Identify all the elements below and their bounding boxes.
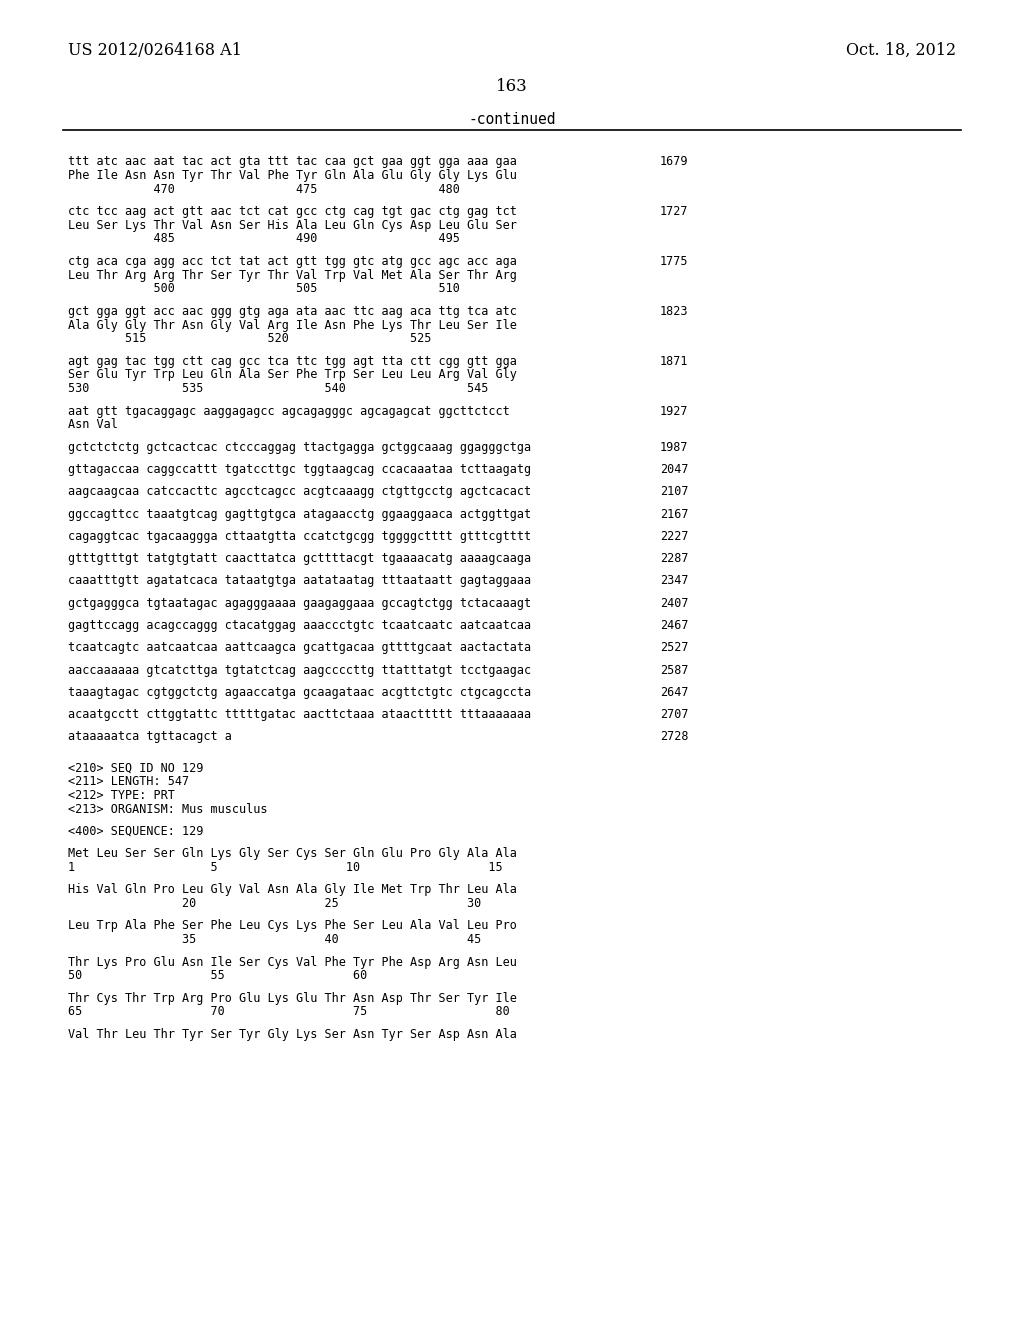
- Text: taaagtagac cgtggctctg agaaccatga gcaagataac acgttctgtc ctgcagccta: taaagtagac cgtggctctg agaaccatga gcaagat…: [68, 686, 531, 698]
- Text: 2527: 2527: [660, 642, 688, 655]
- Text: 485                 490                 495: 485 490 495: [68, 232, 460, 246]
- Text: <213> ORGANISM: Mus musculus: <213> ORGANISM: Mus musculus: [68, 803, 267, 816]
- Text: Phe Ile Asn Asn Tyr Thr Val Phe Tyr Gln Ala Glu Gly Gly Lys Glu: Phe Ile Asn Asn Tyr Thr Val Phe Tyr Gln …: [68, 169, 517, 182]
- Text: caaatttgtt agatatcaca tataatgtga aatataatag tttaataatt gagtaggaaa: caaatttgtt agatatcaca tataatgtga aatataa…: [68, 574, 531, 587]
- Text: Asn Val: Asn Val: [68, 418, 118, 432]
- Text: 1727: 1727: [660, 205, 688, 218]
- Text: Met Leu Ser Ser Gln Lys Gly Ser Cys Ser Gln Glu Pro Gly Ala Ala: Met Leu Ser Ser Gln Lys Gly Ser Cys Ser …: [68, 847, 517, 861]
- Text: 2167: 2167: [660, 507, 688, 520]
- Text: 2647: 2647: [660, 686, 688, 698]
- Text: 530             535                 540                 545: 530 535 540 545: [68, 383, 488, 395]
- Text: gttagaccaa caggccattt tgatccttgc tggtaagcag ccacaaataa tcttaagatg: gttagaccaa caggccattt tgatccttgc tggtaag…: [68, 463, 531, 477]
- Text: gctgagggca tgtaatagac agagggaaaa gaagaggaaa gccagtctgg tctacaaagt: gctgagggca tgtaatagac agagggaaaa gaagagg…: [68, 597, 531, 610]
- Text: 2587: 2587: [660, 664, 688, 677]
- Text: ctg aca cga agg acc tct tat act gtt tgg gtc atg gcc agc acc aga: ctg aca cga agg acc tct tat act gtt tgg …: [68, 255, 517, 268]
- Text: 1679: 1679: [660, 154, 688, 168]
- Text: gtttgtttgt tatgtgtatt caacttatca gcttttacgt tgaaaacatg aaaagcaaga: gtttgtttgt tatgtgtatt caacttatca gctttta…: [68, 552, 531, 565]
- Text: Oct. 18, 2012: Oct. 18, 2012: [846, 42, 956, 59]
- Text: 515                 520                 525: 515 520 525: [68, 333, 431, 346]
- Text: 50                  55                  60: 50 55 60: [68, 969, 368, 982]
- Text: Val Thr Leu Thr Tyr Ser Tyr Gly Lys Ser Asn Tyr Ser Asp Asn Ala: Val Thr Leu Thr Tyr Ser Tyr Gly Lys Ser …: [68, 1028, 517, 1040]
- Text: 2047: 2047: [660, 463, 688, 477]
- Text: 2227: 2227: [660, 529, 688, 543]
- Text: 2407: 2407: [660, 597, 688, 610]
- Text: Ser Glu Tyr Trp Leu Gln Ala Ser Phe Trp Ser Leu Leu Arg Val Gly: Ser Glu Tyr Trp Leu Gln Ala Ser Phe Trp …: [68, 368, 517, 381]
- Text: ataaaaatca tgttacagct a: ataaaaatca tgttacagct a: [68, 730, 231, 743]
- Text: 2467: 2467: [660, 619, 688, 632]
- Text: cagaggtcac tgacaaggga cttaatgtta ccatctgcgg tggggctttt gtttcgtttt: cagaggtcac tgacaaggga cttaatgtta ccatctg…: [68, 529, 531, 543]
- Text: Thr Cys Thr Trp Arg Pro Glu Lys Glu Thr Asn Asp Thr Ser Tyr Ile: Thr Cys Thr Trp Arg Pro Glu Lys Glu Thr …: [68, 991, 517, 1005]
- Text: 1                   5                  10                  15: 1 5 10 15: [68, 861, 503, 874]
- Text: Leu Trp Ala Phe Ser Phe Leu Cys Lys Phe Ser Leu Ala Val Leu Pro: Leu Trp Ala Phe Ser Phe Leu Cys Lys Phe …: [68, 920, 517, 932]
- Text: <212> TYPE: PRT: <212> TYPE: PRT: [68, 789, 175, 801]
- Text: 1871: 1871: [660, 355, 688, 367]
- Text: 2347: 2347: [660, 574, 688, 587]
- Text: 1987: 1987: [660, 441, 688, 454]
- Text: 2707: 2707: [660, 709, 688, 721]
- Text: ttt atc aac aat tac act gta ttt tac caa gct gaa ggt gga aaa gaa: ttt atc aac aat tac act gta ttt tac caa …: [68, 154, 517, 168]
- Text: Thr Lys Pro Glu Asn Ile Ser Cys Val Phe Tyr Phe Asp Arg Asn Leu: Thr Lys Pro Glu Asn Ile Ser Cys Val Phe …: [68, 956, 517, 969]
- Text: 1823: 1823: [660, 305, 688, 318]
- Text: ctc tcc aag act gtt aac tct cat gcc ctg cag tgt gac ctg gag tct: ctc tcc aag act gtt aac tct cat gcc ctg …: [68, 205, 517, 218]
- Text: gctctctctg gctcactcac ctcccaggag ttactgagga gctggcaaag ggagggctga: gctctctctg gctcactcac ctcccaggag ttactga…: [68, 441, 531, 454]
- Text: <211> LENGTH: 547: <211> LENGTH: 547: [68, 775, 189, 788]
- Text: 2287: 2287: [660, 552, 688, 565]
- Text: 20                  25                  30: 20 25 30: [68, 898, 481, 911]
- Text: US 2012/0264168 A1: US 2012/0264168 A1: [68, 42, 242, 59]
- Text: 500                 505                 510: 500 505 510: [68, 282, 460, 296]
- Text: gct gga ggt acc aac ggg gtg aga ata aac ttc aag aca ttg tca atc: gct gga ggt acc aac ggg gtg aga ata aac …: [68, 305, 517, 318]
- Text: aaccaaaaaa gtcatcttga tgtatctcag aagccccttg ttatttatgt tcctgaagac: aaccaaaaaa gtcatcttga tgtatctcag aagcccc…: [68, 664, 531, 677]
- Text: Leu Thr Arg Arg Thr Ser Tyr Thr Val Trp Val Met Ala Ser Thr Arg: Leu Thr Arg Arg Thr Ser Tyr Thr Val Trp …: [68, 268, 517, 281]
- Text: Leu Ser Lys Thr Val Asn Ser His Ala Leu Gln Cys Asp Leu Glu Ser: Leu Ser Lys Thr Val Asn Ser His Ala Leu …: [68, 219, 517, 232]
- Text: 1927: 1927: [660, 404, 688, 417]
- Text: acaatgcctt cttggtattc tttttgatac aacttctaaa ataacttttt tttaaaaaaa: acaatgcctt cttggtattc tttttgatac aacttct…: [68, 709, 531, 721]
- Text: 163: 163: [496, 78, 528, 95]
- Text: 35                  40                  45: 35 40 45: [68, 933, 481, 946]
- Text: His Val Gln Pro Leu Gly Val Asn Ala Gly Ile Met Trp Thr Leu Ala: His Val Gln Pro Leu Gly Val Asn Ala Gly …: [68, 883, 517, 896]
- Text: 2728: 2728: [660, 730, 688, 743]
- Text: aagcaagcaa catccacttc agcctcagcc acgtcaaagg ctgttgcctg agctcacact: aagcaagcaa catccacttc agcctcagcc acgtcaa…: [68, 486, 531, 498]
- Text: agt gag tac tgg ctt cag gcc tca ttc tgg agt tta ctt cgg gtt gga: agt gag tac tgg ctt cag gcc tca ttc tgg …: [68, 355, 517, 367]
- Text: aat gtt tgacaggagc aaggagagcc agcagagggc agcagagcat ggcttctcct: aat gtt tgacaggagc aaggagagcc agcagagggc…: [68, 404, 510, 417]
- Text: 65                  70                  75                  80: 65 70 75 80: [68, 1006, 510, 1019]
- Text: 470                 475                 480: 470 475 480: [68, 182, 460, 195]
- Text: Ala Gly Gly Thr Asn Gly Val Arg Ile Asn Phe Lys Thr Leu Ser Ile: Ala Gly Gly Thr Asn Gly Val Arg Ile Asn …: [68, 318, 517, 331]
- Text: gagttccagg acagccaggg ctacatggag aaaccctgtc tcaatcaatc aatcaatcaa: gagttccagg acagccaggg ctacatggag aaaccct…: [68, 619, 531, 632]
- Text: ggccagttcc taaatgtcag gagttgtgca atagaacctg ggaaggaaca actggttgat: ggccagttcc taaatgtcag gagttgtgca atagaac…: [68, 507, 531, 520]
- Text: tcaatcagtc aatcaatcaa aattcaagca gcattgacaa gttttgcaat aactactata: tcaatcagtc aatcaatcaa aattcaagca gcattga…: [68, 642, 531, 655]
- Text: 2107: 2107: [660, 486, 688, 498]
- Text: <400> SEQUENCE: 129: <400> SEQUENCE: 129: [68, 825, 204, 838]
- Text: 1775: 1775: [660, 255, 688, 268]
- Text: <210> SEQ ID NO 129: <210> SEQ ID NO 129: [68, 762, 204, 775]
- Text: -continued: -continued: [468, 112, 556, 127]
